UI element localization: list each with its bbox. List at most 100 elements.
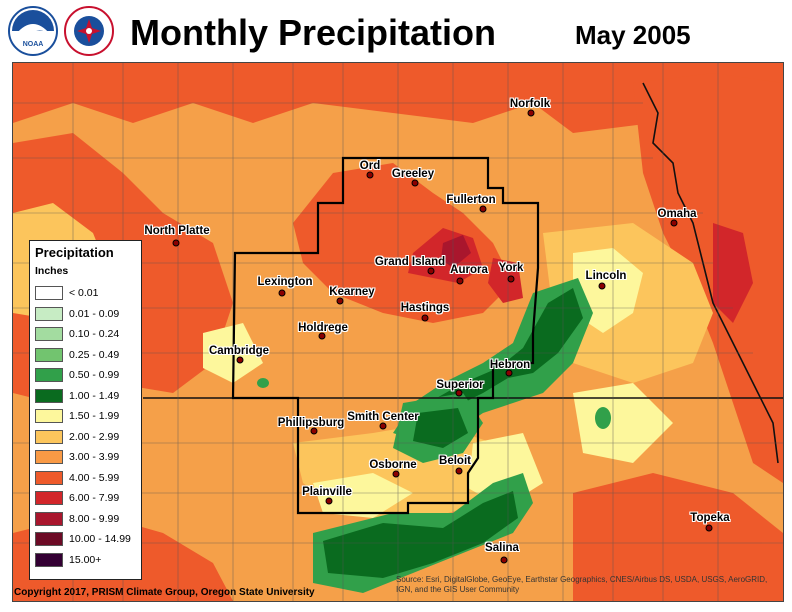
precip-zone-red-east	[633, 73, 783, 483]
city-label-fullerton: Fullerton	[446, 194, 496, 206]
city-label-cambridge: Cambridge	[208, 345, 270, 357]
legend-label: 3.00 - 3.99	[69, 451, 120, 463]
legend-label: 15.00+	[69, 553, 102, 566]
city-dot-hastings	[421, 314, 429, 322]
legend-swatch	[35, 388, 63, 403]
missouri-river	[642, 82, 779, 464]
city-label-omaha: Omaha	[657, 208, 697, 220]
noaa-logo: NOAA	[8, 6, 58, 56]
city-label-hebron: Hebron	[489, 359, 531, 371]
city-dot-omaha	[670, 219, 678, 227]
city-dot-topeka	[705, 524, 713, 532]
county-warning-area-outline	[231, 156, 540, 515]
city-dot-greeley	[411, 179, 419, 187]
legend-label: < 0.01	[69, 287, 99, 299]
precip-zone-red-southeast	[573, 473, 783, 601]
legend-label: 0.10 - 0.24	[69, 328, 120, 340]
city-dot-smith-center	[379, 422, 387, 430]
city-dot-lexington	[278, 289, 286, 297]
city-label-salina: Salina	[485, 542, 519, 554]
city-dot-cambridge	[236, 356, 244, 364]
city-label-north-platte: North Platte	[144, 225, 210, 237]
legend-title: Precipitation	[35, 245, 114, 260]
city-label-lexington: Lexington	[257, 276, 313, 288]
legend-label: 2.00 - 2.99	[69, 430, 120, 443]
city-dot-hebron	[505, 369, 513, 377]
legend-swatch	[35, 429, 63, 444]
legend-swatch	[35, 552, 63, 567]
city-dot-phillipsburg	[310, 427, 318, 435]
city-dot-north-platte	[172, 239, 180, 247]
basemap-attribution: Source: Esri, DigitalGlobe, GeoEye, Eart…	[396, 575, 768, 594]
legend-swatch	[35, 286, 63, 300]
city-dot-salina	[500, 556, 508, 564]
city-dot-superior	[455, 389, 463, 397]
city-label-greeley: Greeley	[391, 168, 435, 180]
city-label-topeka: Topeka	[690, 512, 730, 524]
precip-zone-darkgreen-corridor	[411, 288, 583, 428]
precip-zone-darkred-east	[713, 223, 753, 323]
legend-swatch	[35, 347, 63, 362]
city-dot-york	[507, 275, 515, 283]
city-label-norfolk: Norfolk	[509, 98, 551, 110]
city-label-grand-island: Grand Island	[374, 256, 446, 268]
copyright-notice: Copyright 2017, PRISM Climate Group, Ore…	[14, 587, 315, 598]
map-date: May 2005	[575, 20, 691, 50]
legend-label: 0.01 - 0.09	[69, 307, 120, 320]
noaa-logo-graphic: NOAA	[8, 6, 58, 56]
nws-logo	[64, 6, 114, 56]
legend-label: 8.00 - 9.99	[69, 512, 120, 525]
svg-text:NOAA: NOAA	[23, 41, 44, 48]
legend-swatch	[35, 491, 63, 505]
legend-swatch	[35, 306, 63, 321]
city-dot-beloit	[455, 467, 463, 475]
city-label-beloit: Beloit	[439, 455, 471, 467]
city-dot-kearney	[336, 297, 344, 305]
city-dot-aurora	[456, 277, 464, 285]
precip-zone-green-spot-2	[257, 378, 269, 388]
city-label-aurora: Aurora	[450, 264, 488, 276]
legend-label: 0.50 - 0.99	[69, 369, 120, 381]
city-dot-norfolk	[527, 109, 535, 117]
city-dot-ord	[366, 171, 374, 179]
legend-swatch	[35, 450, 63, 464]
city-dot-holdrege	[318, 332, 326, 340]
legend-label: 4.00 - 5.99	[69, 471, 120, 484]
city-dot-osborne	[392, 470, 400, 478]
legend-swatch	[35, 368, 63, 382]
legend-label: 6.00 - 7.99	[69, 492, 120, 504]
legend-swatch	[35, 470, 63, 485]
city-dot-plainville	[325, 497, 333, 505]
legend-label: 0.25 - 0.49	[69, 348, 120, 361]
precip-zone-red-north	[13, 63, 783, 173]
legend-swatch	[35, 327, 63, 341]
nws-logo-graphic	[64, 6, 114, 56]
city-label-york: York	[498, 262, 524, 274]
legend-label: 10.00 - 14.99	[69, 533, 131, 545]
city-label-kearney: Kearney	[329, 286, 375, 298]
city-label-plainville: Plainville	[302, 486, 352, 498]
legend-swatch	[35, 511, 63, 526]
city-label-smith-center: Smith Center	[347, 411, 419, 423]
precip-zone-darkred-york	[488, 258, 523, 303]
legend-units: Inches	[35, 265, 69, 277]
legend-label: 1.00 - 1.49	[69, 389, 120, 402]
precip-zone-darkgreen-smithcenter	[413, 408, 468, 448]
city-label-superior: Superior	[436, 379, 484, 391]
precip-zone-darkgreen-south	[323, 491, 518, 578]
legend-swatch	[35, 532, 63, 546]
city-label-lincoln: Lincoln	[585, 270, 627, 282]
legend-label: 1.50 - 1.99	[69, 410, 120, 422]
city-label-phillipsburg: Phillipsburg	[277, 417, 345, 429]
map-legend: Precipitation Inches < 0.01 0.01 - 0.09 0.…	[29, 240, 142, 580]
legend-swatch	[35, 409, 63, 423]
page-title: Monthly Precipitation	[130, 12, 497, 53]
city-label-ord: Ord	[359, 160, 381, 172]
precip-zone-yellow-south	[313, 473, 413, 518]
city-dot-lincoln	[598, 282, 606, 290]
precip-zone-maroon-grandisland	[441, 235, 471, 268]
city-dot-grand-island	[427, 267, 435, 275]
city-label-holdrege: Holdrege	[298, 322, 348, 334]
city-dot-fullerton	[479, 205, 487, 213]
city-label-osborne: Osborne	[369, 459, 417, 471]
